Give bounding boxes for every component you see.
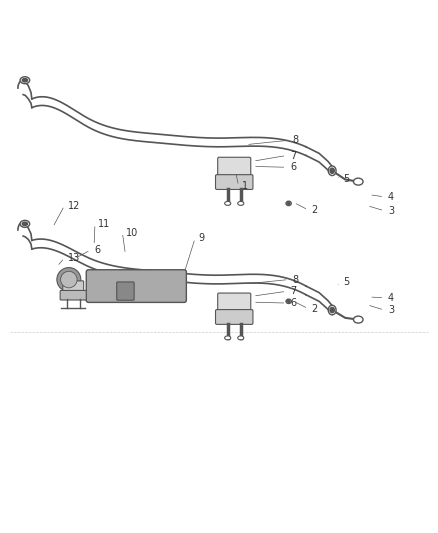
Text: 14: 14 [68, 274, 80, 285]
Text: 3: 3 [388, 206, 394, 216]
Text: 8: 8 [292, 274, 298, 285]
Text: 2: 2 [312, 304, 318, 314]
Ellipse shape [20, 77, 30, 84]
Text: 4: 4 [388, 192, 394, 202]
Ellipse shape [328, 305, 336, 315]
Ellipse shape [225, 201, 231, 205]
Text: 7: 7 [290, 286, 296, 296]
Ellipse shape [353, 316, 363, 323]
Ellipse shape [287, 300, 290, 302]
Ellipse shape [20, 220, 30, 228]
Text: 3: 3 [388, 305, 394, 315]
FancyBboxPatch shape [218, 157, 251, 175]
Text: 11: 11 [99, 219, 111, 229]
Text: 2: 2 [312, 205, 318, 215]
Ellipse shape [286, 201, 291, 206]
Ellipse shape [328, 166, 336, 175]
Ellipse shape [286, 299, 291, 303]
Text: 7: 7 [290, 150, 296, 160]
Ellipse shape [225, 336, 231, 340]
Text: 1: 1 [242, 181, 248, 191]
Text: 5: 5 [343, 174, 350, 184]
FancyBboxPatch shape [215, 310, 253, 325]
Ellipse shape [238, 201, 244, 205]
Text: 6: 6 [290, 162, 296, 172]
Ellipse shape [22, 78, 28, 82]
Text: 8: 8 [292, 135, 298, 146]
FancyBboxPatch shape [86, 270, 186, 302]
Text: 6: 6 [290, 298, 296, 308]
FancyBboxPatch shape [63, 281, 84, 292]
FancyBboxPatch shape [215, 175, 253, 189]
FancyBboxPatch shape [117, 282, 134, 300]
Ellipse shape [60, 271, 77, 288]
Ellipse shape [330, 308, 334, 313]
Ellipse shape [57, 268, 81, 292]
Text: 4: 4 [388, 293, 394, 303]
Text: 5: 5 [343, 277, 350, 287]
Text: 6: 6 [94, 245, 100, 255]
Text: 12: 12 [68, 200, 80, 211]
Text: 13: 13 [68, 253, 80, 263]
Ellipse shape [238, 336, 244, 340]
FancyBboxPatch shape [60, 290, 86, 300]
Ellipse shape [287, 203, 290, 205]
Text: 9: 9 [198, 233, 205, 243]
Ellipse shape [22, 222, 28, 225]
Ellipse shape [330, 168, 334, 173]
Ellipse shape [353, 178, 363, 185]
FancyBboxPatch shape [218, 293, 251, 311]
Text: 10: 10 [126, 228, 138, 238]
